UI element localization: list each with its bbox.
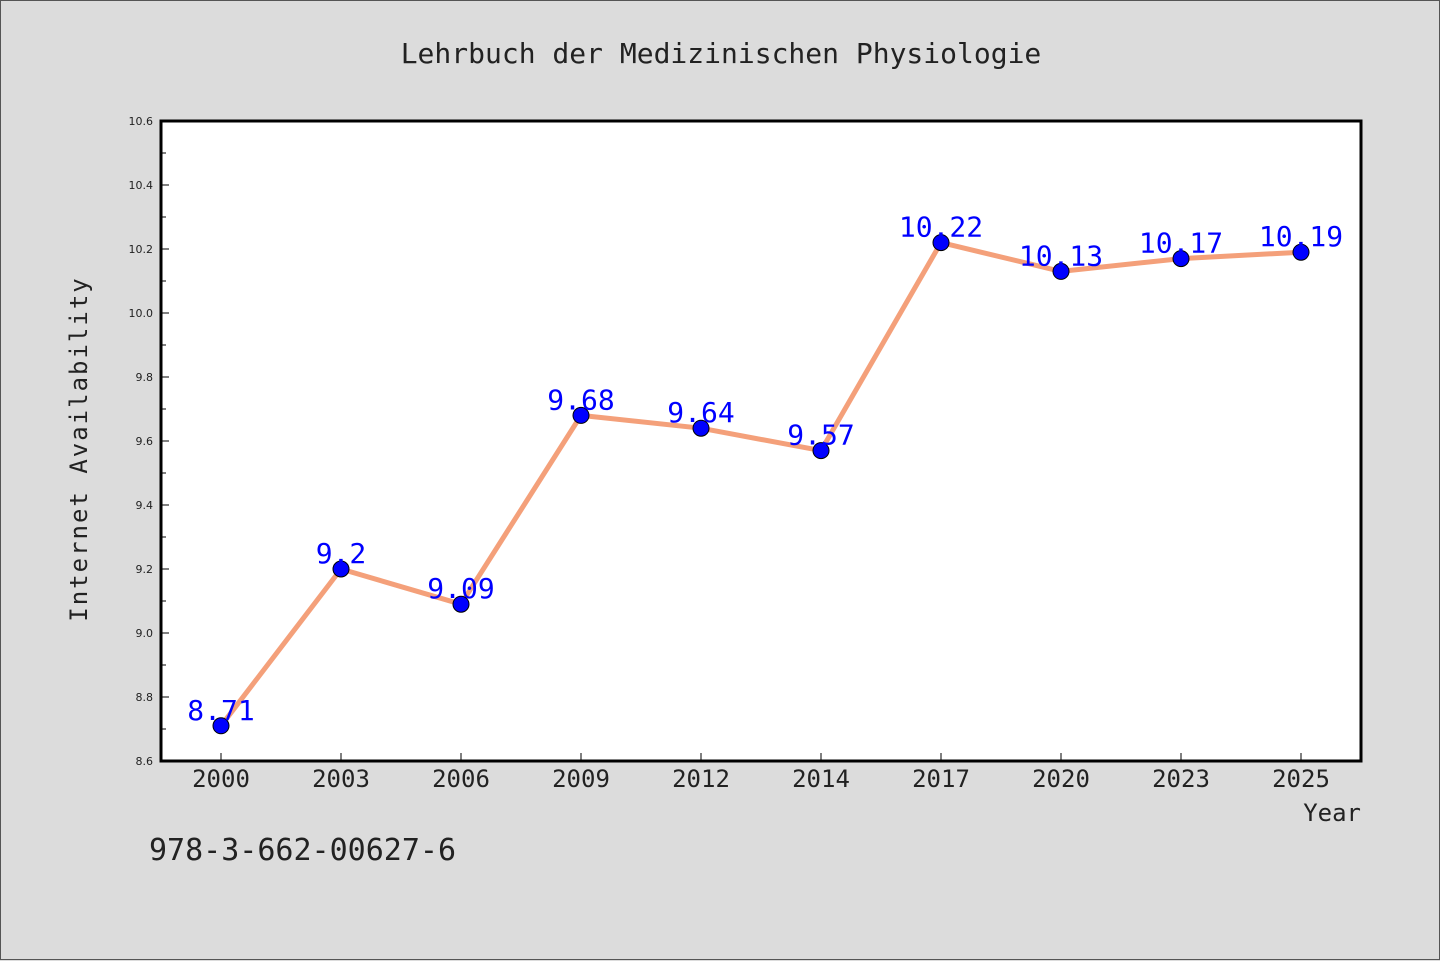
y-axis-label: Internet Availability — [65, 276, 93, 621]
data-point — [1052, 262, 1070, 280]
data-label: 9.64 — [667, 396, 734, 429]
y-tick-label: 9.0 — [136, 627, 154, 640]
x-tick-label: 2014 — [792, 765, 850, 793]
data-label: 9.2 — [316, 537, 367, 570]
y-tick-label: 10.0 — [129, 307, 154, 320]
x-tick-label: 2003 — [312, 765, 370, 793]
x-tick-label: 2025 — [1272, 765, 1330, 793]
x-tick-label: 2020 — [1032, 765, 1090, 793]
series-line — [218, 240, 1304, 729]
x-tick-label: 2012 — [672, 765, 730, 793]
data-label: 10.22 — [899, 211, 983, 244]
y-tick-label: 9.2 — [136, 563, 154, 576]
y-axis: 8.6 8.8 9.0 9.2 9.4 9.6 9.8 10.0 10.2 10.4 10.6 — [129, 115, 169, 768]
x-axis: 2000 2003 2006 2009 2012 2014 2017 2020 2023 2025 — [192, 753, 1330, 793]
data-label: 9.57 — [787, 419, 854, 452]
data-point — [452, 595, 470, 613]
data-point — [212, 717, 230, 735]
chart-title: Lehrbuch der Medizinischen Physiologie — [401, 37, 1042, 70]
data-point — [1172, 250, 1190, 268]
data-point — [812, 442, 830, 460]
data-point — [692, 419, 710, 437]
y-tick-label: 9.8 — [136, 371, 154, 384]
data-point — [332, 560, 350, 578]
data-label: 10.17 — [1139, 227, 1223, 260]
x-tick-label: 2023 — [1152, 765, 1210, 793]
x-tick-label: 2000 — [192, 765, 250, 793]
x-tick-label: 2009 — [552, 765, 610, 793]
y-tick-label: 9.6 — [136, 435, 154, 448]
x-axis-label: Year — [1303, 799, 1361, 827]
y-tick-label: 9.4 — [136, 499, 154, 512]
data-point — [1292, 243, 1310, 261]
y-tick-label: 8.8 — [136, 691, 154, 704]
y-tick-label: 10.6 — [129, 115, 154, 128]
data-point — [932, 234, 950, 252]
data-label: 10.19 — [1259, 220, 1343, 253]
data-label: 10.13 — [1019, 239, 1103, 272]
data-label: 9.09 — [427, 572, 494, 605]
series-layer: 8.71 9.2 9.09 9.68 9.64 9.57 10.22 10.13 10.17 10… — [187, 211, 1343, 735]
y-tick-label: 10.2 — [129, 243, 154, 256]
data-label: 8.71 — [187, 694, 254, 727]
x-tick-label: 2006 — [432, 765, 490, 793]
y-tick-label: 10.4 — [129, 179, 154, 192]
data-point — [572, 406, 590, 424]
y-tick-label: 8.6 — [136, 755, 154, 768]
isbn-text: 978-3-662-00627-6 — [149, 833, 457, 868]
data-label: 9.68 — [547, 383, 614, 416]
x-tick-label: 2017 — [912, 765, 970, 793]
